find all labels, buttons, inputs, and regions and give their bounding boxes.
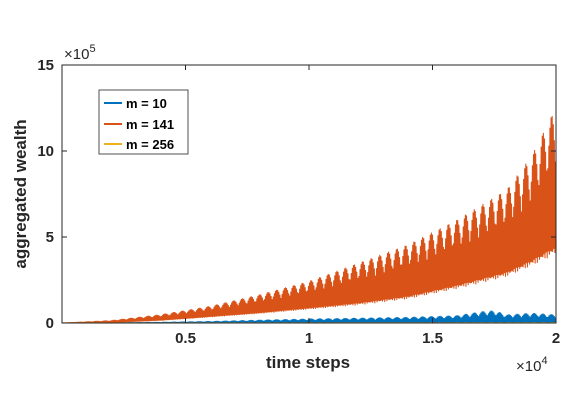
legend-label-m256: m = 256 [126, 137, 174, 152]
legend-label-m10: m = 10 [126, 96, 167, 111]
legend-label-m141: m = 141 [126, 117, 174, 132]
y-tick-label-0: 0 [46, 315, 54, 332]
x-exponent-label: ×104 [516, 355, 548, 375]
series-line-1 [61, 116, 557, 324]
y-exponent-label: ×105 [64, 43, 96, 63]
x-tick-label-3: 2 [552, 330, 560, 347]
y-axis-title: aggregated wealth [11, 119, 30, 268]
x-tick-label-0: 0.5 [175, 330, 196, 347]
y-tick-label-3: 15 [37, 57, 54, 74]
legend: m = 10 m = 141 m = 256 [98, 89, 189, 155]
x-tick-label-1: 1 [305, 330, 313, 347]
x-tick-label-2: 1.5 [422, 330, 443, 347]
ticks-layer: 0.5 1 1.5 2 0 5 10 15 [37, 57, 560, 347]
y-tick-label-1: 5 [46, 229, 54, 246]
x-axis-title: time steps [266, 353, 350, 372]
y-tick-label-2: 10 [37, 143, 54, 160]
